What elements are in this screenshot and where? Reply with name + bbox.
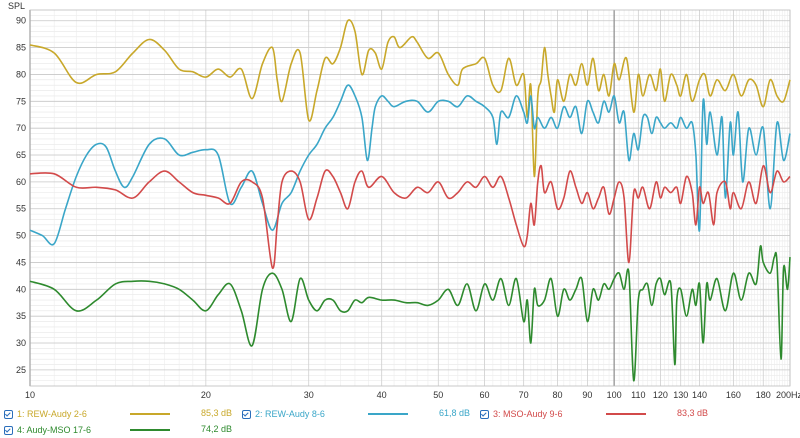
y-tick-label: 30 <box>16 338 26 348</box>
x-tick-labels: 10 20 30 40 50 60 70 80 90 100 110 120 130 140 160 180 2… <box>25 390 800 400</box>
series-line-1 <box>29 19 791 178</box>
series-line-2 <box>29 84 791 246</box>
x-tick-label: 70 <box>519 390 529 400</box>
legend-line-swatch <box>606 413 646 415</box>
y-tick-label: 75 <box>16 96 26 106</box>
legend-checkbox[interactable] <box>4 409 13 419</box>
legend-checkbox[interactable] <box>242 409 251 419</box>
plot-border <box>29 9 791 387</box>
legend-value: 83,3 dB <box>676 408 708 418</box>
legend-entry-4[interactable]: 4: Audy-MSO 17-6 <box>4 422 91 438</box>
series-line-4 <box>29 245 791 382</box>
y-tick-label: 25 <box>16 365 26 375</box>
y-tick-label: 55 <box>16 204 26 214</box>
x-tick-label: 30 <box>304 390 314 400</box>
y-tick-label: 50 <box>16 231 26 241</box>
y-tick-label: 80 <box>16 69 26 79</box>
x-tick-label: 120 <box>653 390 668 400</box>
frequency-response-chart: 25 30 35 40 45 50 55 60 65 70 75 80 85 90 10 20 30 40 50 6… <box>8 1 800 400</box>
legend-series-name: 2: REW-Audy 8-6 <box>255 409 325 419</box>
x-tick-label: 200Hz <box>776 390 800 400</box>
legend-checkbox[interactable] <box>480 409 489 419</box>
y-tick-label: 90 <box>16 16 26 26</box>
x-tick-label: 20 <box>201 390 211 400</box>
y-tick-label: 45 <box>16 257 26 267</box>
x-tick-label: 60 <box>480 390 490 400</box>
legend-line-swatch <box>130 429 170 431</box>
series-line-3 <box>29 164 791 269</box>
x-tick-label: 40 <box>377 390 387 400</box>
plot-frame <box>29 9 791 387</box>
x-tick-label: 130 <box>673 390 688 400</box>
y-tick-label: 70 <box>16 123 26 133</box>
x-tick-label: 160 <box>726 390 741 400</box>
y-tick-label: 65 <box>16 150 26 160</box>
x-tick-label: 100 <box>607 390 622 400</box>
y-tick-label: 40 <box>16 284 26 294</box>
y-tick-labels: 25 30 35 40 45 50 55 60 65 70 75 80 85 90 <box>16 16 26 375</box>
legend: 1: REW-Audy 2-6 85,3 dB 2: REW-Audy 8-6 61,… <box>0 403 800 435</box>
legend-entry-3[interactable]: 3: MSO-Audy 9-6 <box>480 406 563 422</box>
legend-value: 85,3 dB <box>200 408 232 418</box>
x-tick-label: 10 <box>25 390 35 400</box>
legend-series-name: 4: Audy-MSO 17-6 <box>17 425 92 435</box>
legend-checkbox[interactable] <box>4 425 13 435</box>
legend-entry-2[interactable]: 2: REW-Audy 8-6 <box>242 406 325 422</box>
major-grid <box>29 10 791 386</box>
x-tick-label: 50 <box>433 390 443 400</box>
x-tick-label: 180 <box>756 390 771 400</box>
y-tick-label: 35 <box>16 311 26 321</box>
y-axis-label: SPL <box>8 1 25 11</box>
legend-line-swatch <box>130 413 170 415</box>
y-tick-label: 60 <box>16 177 26 187</box>
legend-line-swatch <box>368 413 408 415</box>
x-tick-label: 140 <box>692 390 707 400</box>
x-tick-label: 80 <box>553 390 563 400</box>
legend-series-name: 3: MSO-Audy 9-6 <box>493 409 563 419</box>
legend-series-name: 1: REW-Audy 2-6 <box>17 409 87 419</box>
x-tick-label: 90 <box>582 390 592 400</box>
legend-value: 74,2 dB <box>200 424 232 434</box>
y-tick-label: 85 <box>16 43 26 53</box>
series-layer <box>29 19 791 382</box>
legend-entry-1[interactable]: 1: REW-Audy 2-6 <box>4 406 87 422</box>
legend-value: 61,8 dB <box>438 408 470 418</box>
x-tick-label: 110 <box>631 390 645 400</box>
